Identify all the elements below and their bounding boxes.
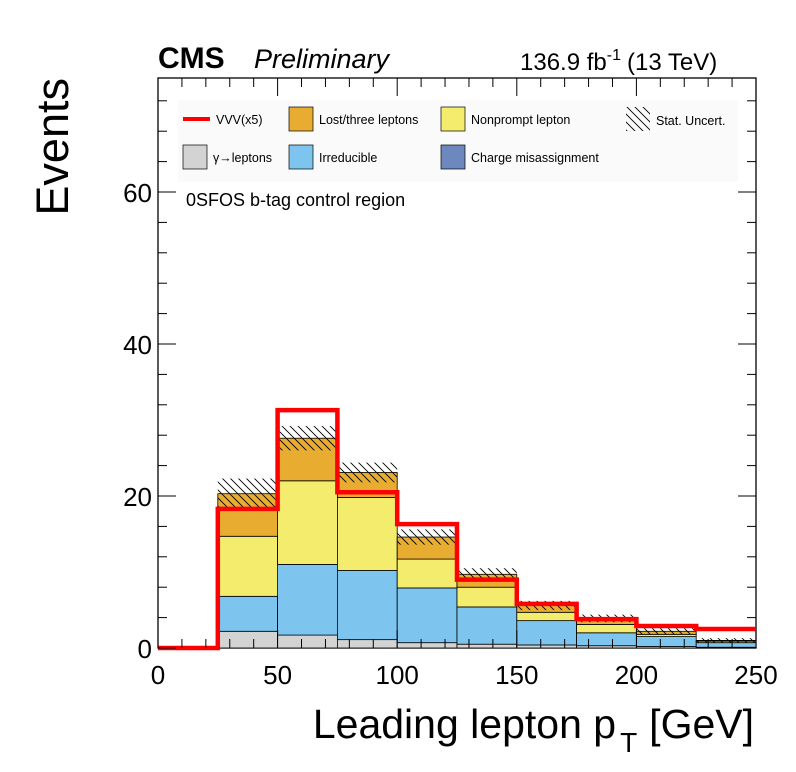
bar-irreducible-bin-8 <box>636 636 697 647</box>
bar-irreducible-bin-4 <box>396 587 458 644</box>
y-axis-title: Events <box>27 78 78 216</box>
legend-swatch-stat <box>626 107 650 131</box>
x-axis-title-unit: [GeV] <box>649 701 754 747</box>
lumi-label: 136.9 fb-1 (13 TeV) <box>520 47 717 76</box>
legend-label-nonprompt: Nonprompt lepton <box>471 113 570 127</box>
ticks-group: 0 50 100 150 200 250 0 20 40 60 <box>123 78 778 690</box>
legend-label-gamma: γ→leptons <box>213 151 272 165</box>
bar-irreducible-bin-5 <box>456 606 518 645</box>
legend: VVV(x5) Lost/three leptons Nonprompt lep… <box>178 100 738 182</box>
bar-nonprompt-lepton-bin-1 <box>217 535 279 597</box>
legend-swatch-charge <box>440 144 466 170</box>
x-tick-label-250: 250 <box>734 660 777 690</box>
status-label: Preliminary <box>254 44 391 74</box>
bar-irreducible-bin-3 <box>336 570 398 641</box>
x-axis-title-main: Leading lepton p <box>313 701 616 747</box>
bar--leptons-bin-6 <box>516 644 577 649</box>
bar-irreducible-bin-6 <box>516 620 577 646</box>
x-tick-label-0: 0 <box>151 660 165 690</box>
stat-uncertainty-bin-4 <box>397 529 457 545</box>
x-tick-label-50: 50 <box>263 660 292 690</box>
x-tick-label-150: 150 <box>495 660 538 690</box>
stat-uncertainty-bin-9 <box>696 638 756 643</box>
stat-uncertainty-bin-2 <box>277 426 338 451</box>
y-tick-label-40: 40 <box>123 330 152 360</box>
energy-label: (13 TeV) <box>627 49 717 76</box>
stack-group <box>217 437 757 649</box>
vvv-overlay-line <box>158 407 756 651</box>
region-label: 0SFOS b-tag control region <box>186 190 405 210</box>
bar-nonprompt-lepton-bin-7 <box>576 624 637 634</box>
legend-swatch-irreducible <box>288 144 314 170</box>
legend-swatch-nonprompt <box>440 106 466 132</box>
legend-label-lost: Lost/three leptons <box>319 113 418 127</box>
lumi-value: 136.9 fb <box>520 49 607 76</box>
stat-uncertainty-bin-8 <box>636 628 697 635</box>
lumi-exponent: -1 <box>607 47 621 64</box>
bar-nonprompt-lepton-bin-2 <box>277 480 338 565</box>
y-tick-label-60: 60 <box>123 178 152 208</box>
experiment-label: CMS <box>158 42 225 75</box>
legend-label-charge: Charge misassignment <box>471 151 599 165</box>
legend-label-stat: Stat. Uncert. <box>656 114 725 128</box>
bar--leptons-bin-5 <box>456 643 518 649</box>
bar-nonprompt-lepton-bin-4 <box>396 558 458 589</box>
x-tick-label-100: 100 <box>376 660 419 690</box>
legend-label-irreducible: Irreducible <box>319 151 377 165</box>
bar-nonprompt-lepton-bin-5 <box>456 586 518 608</box>
legend-label-vvv: VVV(x5) <box>216 113 263 127</box>
legend-swatch-gamma <box>182 144 208 170</box>
y-tick-label-20: 20 <box>123 482 152 512</box>
stat-uncertainty-bin-5 <box>457 568 517 581</box>
stat-uncertainty-bin-1 <box>217 478 278 509</box>
x-axis-title: Leading lepton p T [GeV] <box>313 701 754 758</box>
x-tick-label-200: 200 <box>615 660 658 690</box>
bar--leptons-bin-4 <box>396 642 458 649</box>
bar--leptons-bin-2 <box>277 634 338 649</box>
bar--leptons-bin-1 <box>217 630 279 649</box>
bar-irreducible-bin-1 <box>217 595 279 632</box>
bar-nonprompt-lepton-bin-6 <box>516 611 577 622</box>
bar-nonprompt-lepton-bin-3 <box>336 497 398 571</box>
y-tick-label-0: 0 <box>138 634 152 664</box>
stat-uncertainty-bin-3 <box>337 462 398 483</box>
bar-irreducible-bin-9 <box>695 642 757 648</box>
x-axis-title-sub: T <box>620 727 637 758</box>
legend-swatch-lost <box>288 106 314 132</box>
bar-irreducible-bin-2 <box>277 564 338 636</box>
vvv-overlay-group <box>158 407 756 651</box>
bar--leptons-bin-3 <box>336 639 398 649</box>
bar-irreducible-bin-7 <box>576 632 637 647</box>
